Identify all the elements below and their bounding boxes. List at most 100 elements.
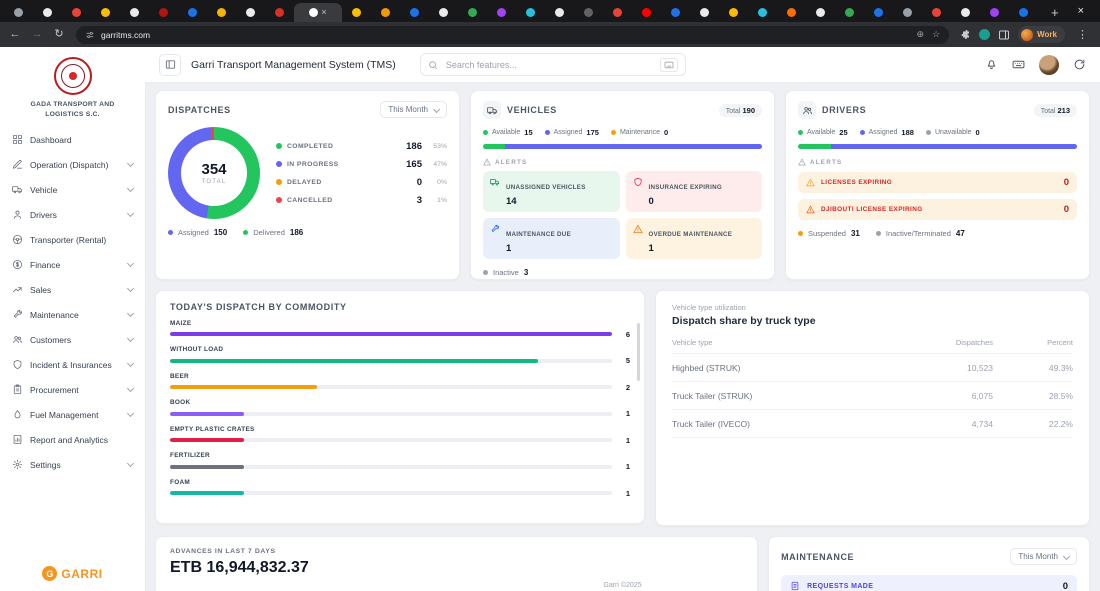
sidebar-toggle-button[interactable] <box>159 53 181 76</box>
tab-favicon <box>439 8 448 17</box>
alert-tile-insurance-expiring[interactable]: INSURANCE EXPIRING 0 <box>625 171 762 212</box>
forward-icon[interactable]: → <box>31 28 43 40</box>
maintenance-filter-select[interactable]: This Month <box>1010 548 1077 565</box>
status-item: Assigned 188 <box>859 128 914 137</box>
sidebar-item-operation-dispatch[interactable]: Operation (Dispatch) <box>0 152 145 177</box>
extensions-puzzle-icon[interactable] <box>959 29 971 41</box>
sidebar-item-report-analytics[interactable]: Report and Analytics <box>0 427 145 452</box>
browser-menu-icon[interactable]: ⋮ <box>1077 29 1088 41</box>
drivers-card-icon-box <box>798 101 816 119</box>
dispatch-legend: COMPLETED 186 53% IN PROGRESS 165 47% DE… <box>276 134 447 213</box>
browser-tab[interactable] <box>4 3 33 22</box>
browser-tab[interactable] <box>661 3 690 22</box>
browser-tab[interactable] <box>62 3 91 22</box>
browser-tab[interactable] <box>207 3 236 22</box>
site-settings-icon[interactable] <box>85 30 95 40</box>
browser-tab[interactable] <box>91 3 120 22</box>
sidebar-item-settings[interactable]: Settings <box>0 452 145 477</box>
sidebar-item-finance[interactable]: Finance <box>0 252 145 277</box>
alert-tile-unassigned-vehicles[interactable]: UNASSIGNED VEHICLES 14 <box>483 171 620 212</box>
bar-track <box>170 385 612 389</box>
sidebar-item-transporter-rental[interactable]: Transporter (Rental) <box>0 227 145 252</box>
browser-tabs: × <box>4 0 1044 22</box>
side-panel-icon[interactable] <box>998 29 1010 41</box>
vehicles-total-badge: Total 190 <box>718 103 762 117</box>
garri-logo-icon: G <box>42 566 58 581</box>
browser-tab[interactable] <box>922 3 951 22</box>
address-bar[interactable]: garritms.com ⊕ ☆ <box>76 25 950 44</box>
browser-tab[interactable] <box>400 3 429 22</box>
browser-tab[interactable] <box>429 3 458 22</box>
keyboard-shortcuts-icon[interactable] <box>1012 58 1025 71</box>
maintenance-requests-made-tile[interactable]: REQUESTS MADE 0 <box>781 575 1077 591</box>
sidebar: GADA TRANSPORT AND LOGISTICS S.C. Dashbo… <box>0 47 146 591</box>
reload-icon[interactable]: ↻ <box>54 28 64 40</box>
legend-item: COMPLETED 186 53% <box>276 141 447 152</box>
browser-tab[interactable] <box>951 3 980 22</box>
bar-track <box>170 438 612 442</box>
sidebar-item-dashboard[interactable]: Dashboard <box>0 127 145 152</box>
alert-tile-overdue-maintenance[interactable]: OVERDUE MAINTENANCE 1 <box>625 218 762 259</box>
commodity-row: MAIZE 6 <box>170 319 630 339</box>
alert-tile-maintenance-due[interactable]: MAINTENANCE DUE 1 <box>483 218 620 259</box>
sidebar-item-drivers[interactable]: Drivers <box>0 202 145 227</box>
new-tab-button[interactable]: + <box>1050 5 1059 20</box>
browser-tab[interactable] <box>516 3 545 22</box>
browser-tab[interactable] <box>371 3 400 22</box>
browser-tab[interactable] <box>835 3 864 22</box>
browser-tab[interactable] <box>777 3 806 22</box>
extension-icon[interactable] <box>979 29 991 40</box>
sidebar-item-fuel-management[interactable]: Fuel Management <box>0 402 145 427</box>
dashboard-icon <box>12 134 23 145</box>
translate-icon[interactable]: ⊕ <box>916 29 925 39</box>
browser-tab[interactable] <box>33 3 62 22</box>
browser-tab[interactable]: × <box>294 3 342 22</box>
back-icon[interactable]: ← <box>9 28 21 40</box>
browser-tab[interactable] <box>487 3 516 22</box>
tab-favicon <box>130 8 139 17</box>
refresh-icon[interactable] <box>1073 58 1086 71</box>
search-input[interactable] <box>443 58 654 71</box>
browser-tab[interactable] <box>178 3 207 22</box>
sidebar-item-vehicle[interactable]: Vehicle <box>0 177 145 202</box>
browser-tab[interactable] <box>893 3 922 22</box>
user-avatar[interactable] <box>1039 54 1059 75</box>
alert-row-licenses-expiring[interactable]: LICENSES EXPIRING 0 <box>798 172 1077 193</box>
browser-tab[interactable] <box>748 3 777 22</box>
browser-tab[interactable] <box>236 3 265 22</box>
browser-tab[interactable] <box>545 3 574 22</box>
browser-tab[interactable] <box>806 3 835 22</box>
status-item: Maintenance 0 <box>610 128 668 137</box>
browser-tab[interactable] <box>603 3 632 22</box>
legend-item: IN PROGRESS 165 47% <box>276 159 447 170</box>
status-dot <box>483 130 488 135</box>
browser-tab[interactable] <box>458 3 487 22</box>
browser-tab[interactable] <box>574 3 603 22</box>
browser-tab[interactable] <box>980 3 1009 22</box>
sidebar-item-sales[interactable]: Sales <box>0 277 145 302</box>
dispatches-filter-select[interactable]: This Month <box>380 101 447 118</box>
sidebar-item-maintenance[interactable]: Maintenance <box>0 302 145 327</box>
sidebar-item-procurement[interactable]: Procurement <box>0 377 145 402</box>
browser-tab[interactable] <box>690 3 719 22</box>
browser-tab[interactable] <box>265 3 294 22</box>
status-dot <box>925 130 931 135</box>
alert-row-djibouti-license-expiring[interactable]: DJIBOUTI LICENSE EXPIRING 0 <box>798 199 1077 220</box>
window-close-icon[interactable]: × <box>1077 5 1084 17</box>
scrollbar-thumb[interactable] <box>637 323 640 381</box>
tab-close-icon[interactable]: × <box>321 7 327 17</box>
profile-chip[interactable]: Work <box>1018 26 1065 43</box>
browser-tab[interactable] <box>120 3 149 22</box>
search-box[interactable] <box>419 53 686 76</box>
notifications-bell-icon[interactable] <box>985 58 998 71</box>
browser-tab[interactable] <box>342 3 371 22</box>
browser-tab[interactable] <box>1009 3 1038 22</box>
sidebar-item-incident-insurances[interactable]: Incident & Insurances <box>0 352 145 377</box>
browser-tab[interactable] <box>149 3 178 22</box>
tab-favicon <box>381 8 390 17</box>
bookmark-star-icon[interactable]: ☆ <box>932 29 941 39</box>
sidebar-item-customers[interactable]: Customers <box>0 327 145 352</box>
browser-tab[interactable] <box>632 3 661 22</box>
browser-tab[interactable] <box>719 3 748 22</box>
browser-tab[interactable] <box>864 3 893 22</box>
